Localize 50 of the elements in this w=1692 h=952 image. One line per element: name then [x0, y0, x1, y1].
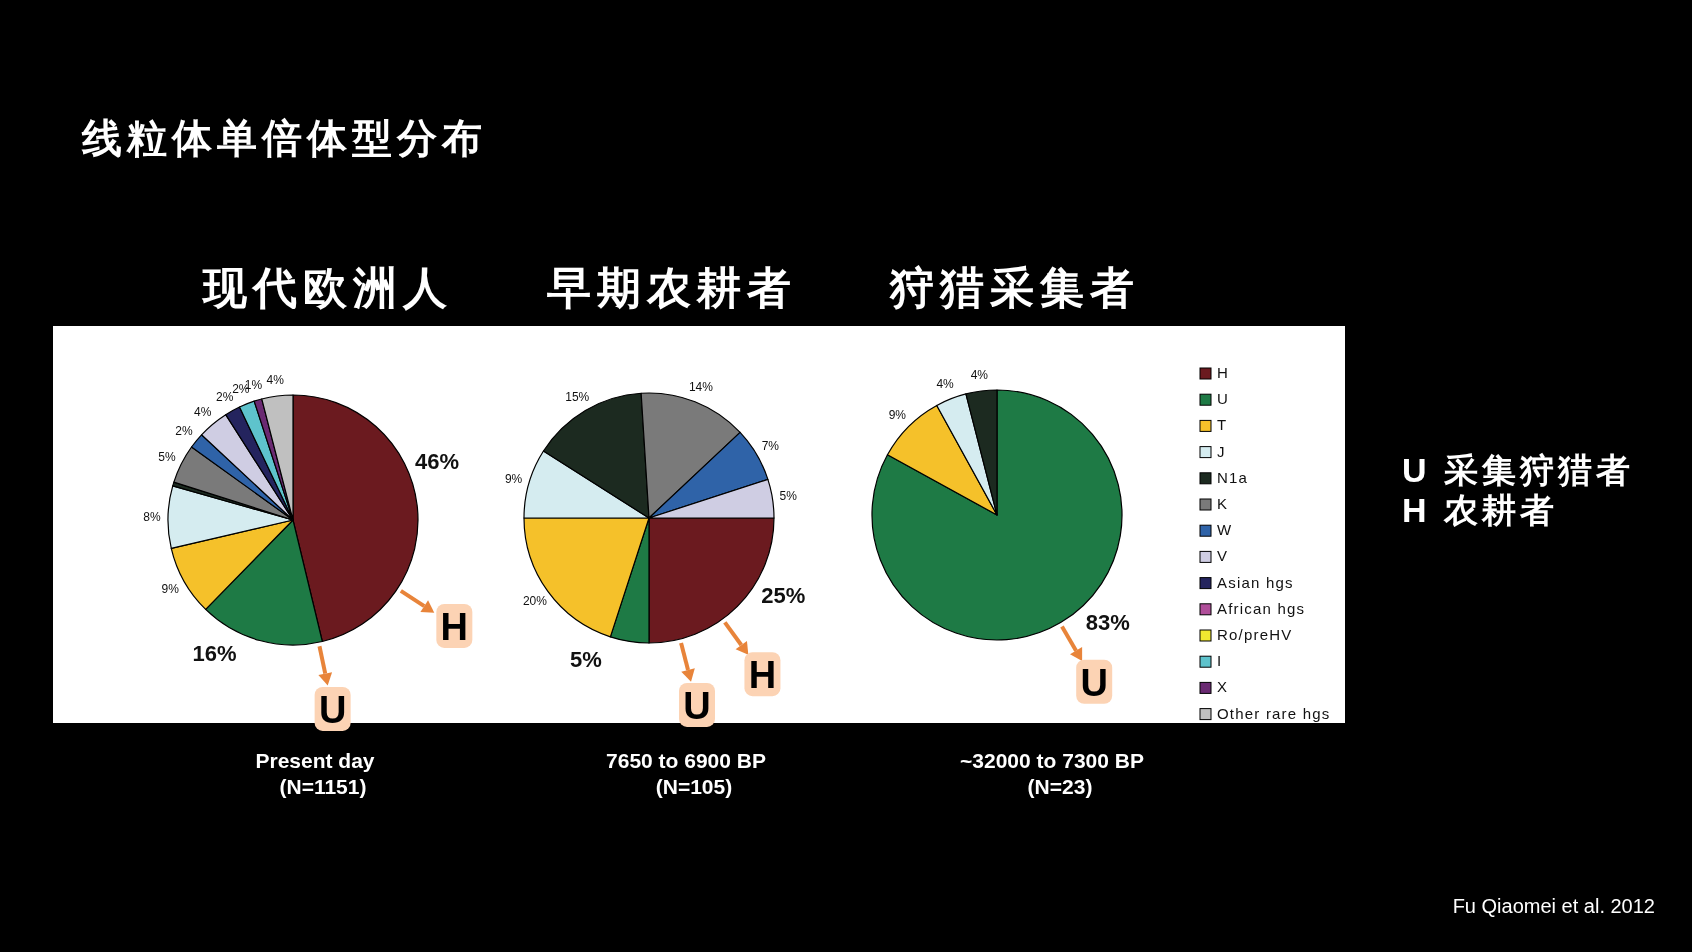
- legend-label: J: [1217, 442, 1226, 460]
- data-label: 5%: [158, 449, 177, 464]
- text: Fu Qiaomei et al. 2012: [1452, 895, 1655, 917]
- text: Present day (N=1151): [255, 749, 375, 798]
- data-label: 7%: [761, 439, 780, 454]
- chart-title: 狩猎采集者: [889, 263, 1140, 312]
- data-label: 9%: [504, 471, 523, 486]
- legend-label: X: [1217, 678, 1229, 696]
- legend-label: U: [1217, 390, 1230, 408]
- text: 线粒体单倍体型分布: [81, 116, 487, 160]
- legend-label: K: [1217, 495, 1229, 512]
- legend-label: Other rare hgs: [1217, 704, 1331, 722]
- legend-label: Asian hgs: [1217, 573, 1294, 591]
- text: ~32000 to 7300 BP (N=23): [960, 749, 1144, 798]
- text: U 采集狩猎者: [1402, 451, 1634, 489]
- text: U: [683, 684, 711, 727]
- legend-label: W: [1217, 521, 1233, 539]
- data-label: 4%: [970, 368, 989, 383]
- data-label: 83%: [1085, 610, 1130, 636]
- legend-label: I: [1217, 652, 1223, 670]
- data-label: 16%: [192, 640, 237, 666]
- legend-label: African hgs: [1217, 599, 1306, 617]
- text: H: [748, 654, 777, 697]
- data-label: 4%: [266, 373, 285, 388]
- data-label: 8%: [143, 509, 162, 524]
- data-label: 46%: [414, 449, 459, 475]
- legend-label: T: [1217, 416, 1228, 434]
- chart-title: 早期农耕者: [546, 263, 797, 312]
- legend-label: Ro/preHV: [1217, 626, 1293, 643]
- text: H: [440, 605, 469, 648]
- data-label: 14%: [688, 379, 714, 394]
- data-label: 5%: [779, 488, 798, 503]
- data-label: 4%: [936, 376, 955, 391]
- data-label: 15%: [565, 389, 590, 404]
- chart-title: 现代欧洲人: [201, 263, 453, 312]
- data-label: 5%: [570, 646, 602, 672]
- data-label: 2%: [175, 423, 193, 438]
- text: H 农耕者: [1402, 491, 1558, 529]
- text: U: [318, 688, 347, 731]
- data-label: 20%: [522, 593, 548, 608]
- legend-label: V: [1217, 547, 1229, 565]
- legend-label: N1a: [1217, 468, 1249, 486]
- text: 7650 to 6900 BP (N=105): [606, 749, 766, 798]
- legend-label: H: [1217, 364, 1230, 381]
- text: U: [1080, 661, 1108, 704]
- data-label: 4%: [194, 404, 212, 419]
- data-label: 25%: [761, 582, 806, 608]
- data-label: 9%: [161, 582, 180, 597]
- data-label: 9%: [888, 408, 907, 423]
- data-label: 2%: [216, 389, 234, 404]
